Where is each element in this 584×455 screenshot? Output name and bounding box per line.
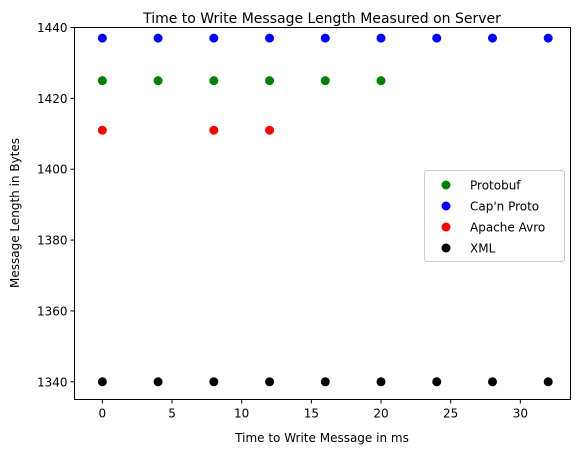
data-point xyxy=(153,377,163,387)
data-point xyxy=(320,33,330,43)
data-point xyxy=(265,377,275,387)
x-tick-label: 30 xyxy=(513,407,528,421)
plot-area xyxy=(74,27,571,400)
data-point xyxy=(432,377,442,387)
data-point xyxy=(320,377,330,387)
data-point xyxy=(209,33,219,43)
y-tick-label: 1440 xyxy=(37,21,68,35)
chart-title: Time to Write Message Length Measured on… xyxy=(142,11,501,27)
data-point xyxy=(543,377,553,387)
data-point xyxy=(209,125,219,135)
legend-marker xyxy=(441,201,451,211)
x-tick-label: 15 xyxy=(304,407,319,421)
y-tick-label: 1340 xyxy=(37,375,68,389)
data-point xyxy=(543,33,553,43)
data-point xyxy=(97,377,107,387)
y-tick-label: 1360 xyxy=(37,304,68,318)
x-tick-label: 25 xyxy=(443,407,458,421)
data-point xyxy=(487,33,497,43)
data-point xyxy=(432,33,442,43)
data-point xyxy=(487,377,497,387)
x-axis-label: Time to Write Message in ms xyxy=(234,431,409,445)
data-point xyxy=(97,33,107,43)
data-point xyxy=(209,377,219,387)
data-point xyxy=(265,125,275,135)
data-point xyxy=(97,125,107,135)
y-tick-label: 1400 xyxy=(37,163,68,177)
legend-marker xyxy=(441,180,451,190)
data-point xyxy=(376,33,386,43)
x-axis: 0 5 10 15 20 25 30 xyxy=(99,399,528,421)
legend-label: Cap'n Proto xyxy=(470,200,539,214)
data-point xyxy=(153,76,163,86)
x-tick-label: 20 xyxy=(373,407,388,421)
x-tick-label: 0 xyxy=(99,407,107,421)
x-tick-label: 10 xyxy=(234,407,249,421)
legend-label: XML xyxy=(470,242,496,256)
data-point xyxy=(376,76,386,86)
x-tick-label: 5 xyxy=(168,407,176,421)
legend-marker xyxy=(441,222,451,232)
data-point xyxy=(320,76,330,86)
data-point xyxy=(153,33,163,43)
data-point xyxy=(265,76,275,86)
y-tick-label: 1420 xyxy=(37,92,68,106)
data-point xyxy=(265,33,275,43)
legend-marker xyxy=(441,243,451,253)
legend-box xyxy=(424,170,565,262)
legend: Protobuf Cap'n Proto Apache Avro XML xyxy=(424,170,565,262)
y-tick-label: 1380 xyxy=(37,234,68,248)
data-point xyxy=(376,377,386,387)
data-point xyxy=(97,76,107,86)
data-points xyxy=(97,33,553,387)
legend-label: Apache Avro xyxy=(470,221,545,235)
legend-label: Protobuf xyxy=(470,179,521,193)
y-axis: 1340 1360 1380 1400 1420 1440 xyxy=(37,21,75,389)
y-axis-label: Message Length in Bytes xyxy=(8,138,22,288)
data-point xyxy=(209,76,219,86)
